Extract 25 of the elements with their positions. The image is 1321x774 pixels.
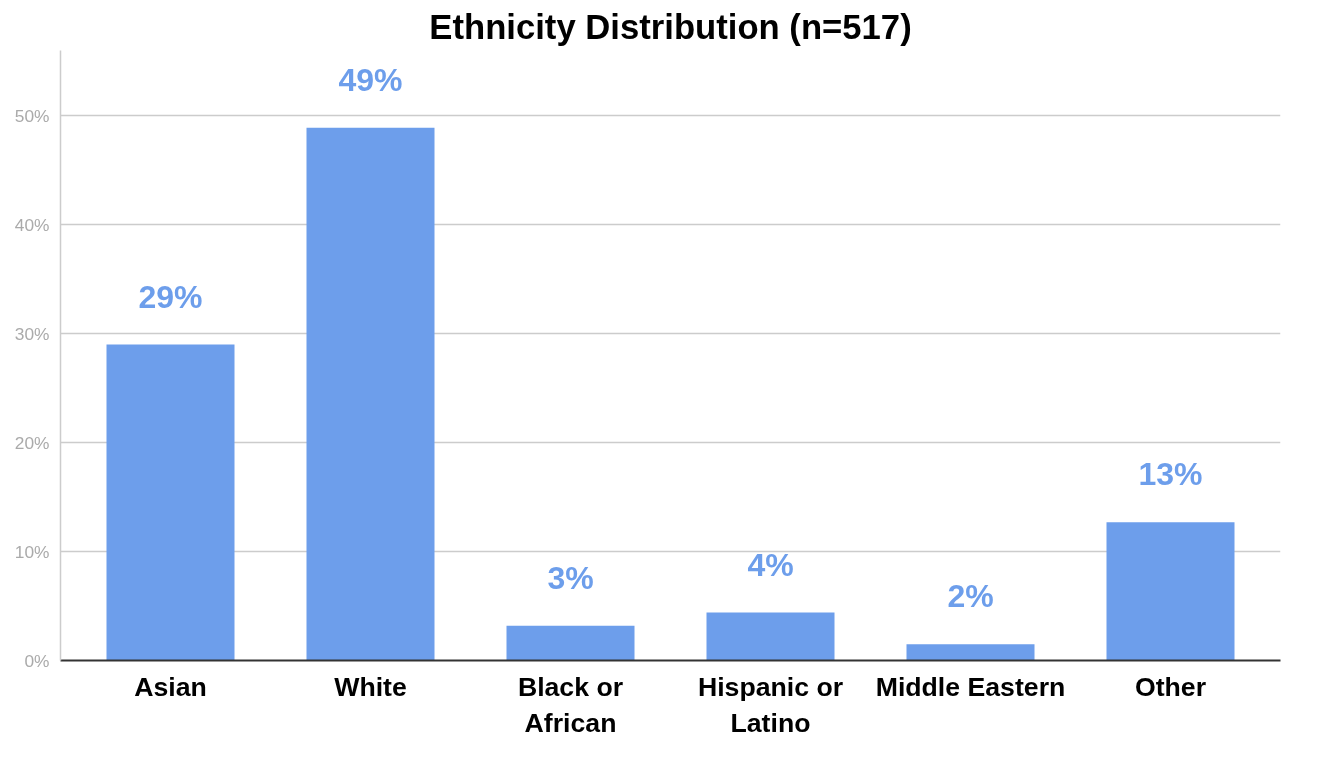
y-tick-label: 20% (14, 432, 50, 453)
data-label: 49% (338, 61, 403, 98)
y-tick-label: 0% (24, 650, 50, 671)
y-tick-label: 40% (14, 214, 50, 235)
bar (706, 612, 835, 661)
data-label: 2% (947, 578, 994, 615)
x-tick-label: Asian (134, 671, 207, 702)
x-tick-label: Black or African (517, 671, 624, 738)
data-label: 3% (547, 559, 594, 596)
x-tick-label: Hispanic or Latino (697, 671, 844, 738)
bar (306, 127, 435, 661)
y-tick-label: 30% (14, 323, 50, 344)
x-tick-label: Other (1134, 671, 1207, 702)
bar (906, 644, 1035, 661)
bar (106, 344, 235, 661)
x-tick-label: White (334, 671, 407, 702)
bar (1106, 522, 1235, 661)
y-tick-label: 10% (14, 541, 50, 562)
y-tick-label: 50% (14, 105, 50, 126)
data-label: 29% (138, 278, 203, 315)
bar (506, 625, 635, 661)
x-tick-label: Middle Eastern (875, 671, 1066, 702)
data-label: 13% (1138, 456, 1203, 493)
data-label: 4% (747, 546, 794, 583)
chart-title: Ethnicity Distribution (n=517) (429, 7, 912, 46)
